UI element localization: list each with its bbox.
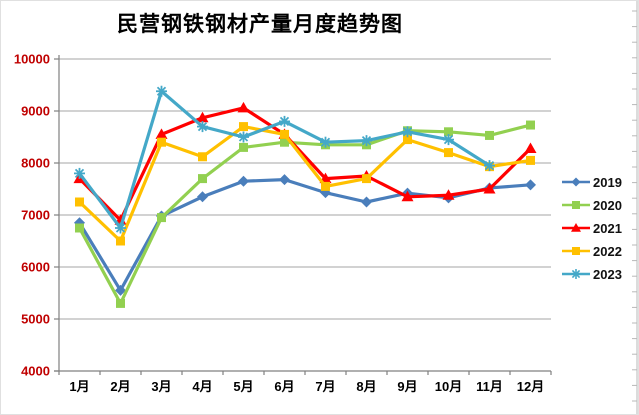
- legend-label-2022: 2022: [593, 243, 622, 259]
- legend-item-2019[interactable]: 2019: [561, 173, 622, 191]
- x-axis-label-6: 6月: [274, 379, 294, 394]
- y-axis-label-4000: 4000: [21, 364, 50, 379]
- y-axis-label-8000: 8000: [21, 156, 50, 171]
- y-axis-label-7000: 7000: [21, 208, 50, 223]
- legend-item-2021[interactable]: 2021: [561, 219, 622, 237]
- legend-label-2020: 2020: [593, 197, 622, 213]
- series-2023: [74, 85, 495, 234]
- series-2022: [75, 122, 535, 246]
- legend-label-2021: 2021: [593, 220, 622, 236]
- x-axis-label-1: 1月: [69, 379, 89, 394]
- x-axis-label-4: 4月: [192, 379, 212, 394]
- x-axis-label-11: 11月: [476, 379, 503, 394]
- x-axis-label-8: 8月: [356, 379, 376, 394]
- x-axis-label-3: 3月: [151, 379, 171, 394]
- legend-item-2022[interactable]: 2022: [561, 242, 622, 260]
- legend-diamond-icon: [562, 177, 590, 187]
- legend-square-icon: [562, 247, 590, 255]
- axes: [54, 55, 552, 375]
- legend-asterisk-icon: [562, 269, 590, 279]
- x-axis-label-7: 7月: [315, 379, 335, 394]
- legend-square-icon: [562, 201, 590, 209]
- x-axis-label-9: 9月: [397, 379, 417, 394]
- x-axis-label-12: 12月: [517, 379, 544, 394]
- y-axis-label-10000: 10000: [14, 52, 50, 67]
- x-axis-label-10: 10月: [435, 379, 462, 394]
- y-axis-label-5000: 5000: [21, 312, 50, 327]
- legend-label-2023: 2023: [593, 266, 622, 282]
- worksheet-edge-ruler: [632, 1, 638, 414]
- chart-title: 民营钢铁钢材产量月度趋势图: [117, 13, 403, 36]
- legend-label-2019: 2019: [593, 174, 622, 190]
- legend-item-2020[interactable]: 2020: [561, 196, 622, 214]
- chart-legend: 2019 2020 2021 2022 2023: [561, 173, 622, 283]
- x-axis-label-2: 2月: [110, 379, 130, 394]
- x-axis-label-5: 5月: [233, 379, 253, 394]
- legend-item-2023[interactable]: 2023: [561, 265, 622, 283]
- y-axis-label-6000: 6000: [21, 260, 50, 275]
- legend-triangle-icon: [562, 223, 590, 232]
- y-axis-label-9000: 9000: [21, 104, 50, 119]
